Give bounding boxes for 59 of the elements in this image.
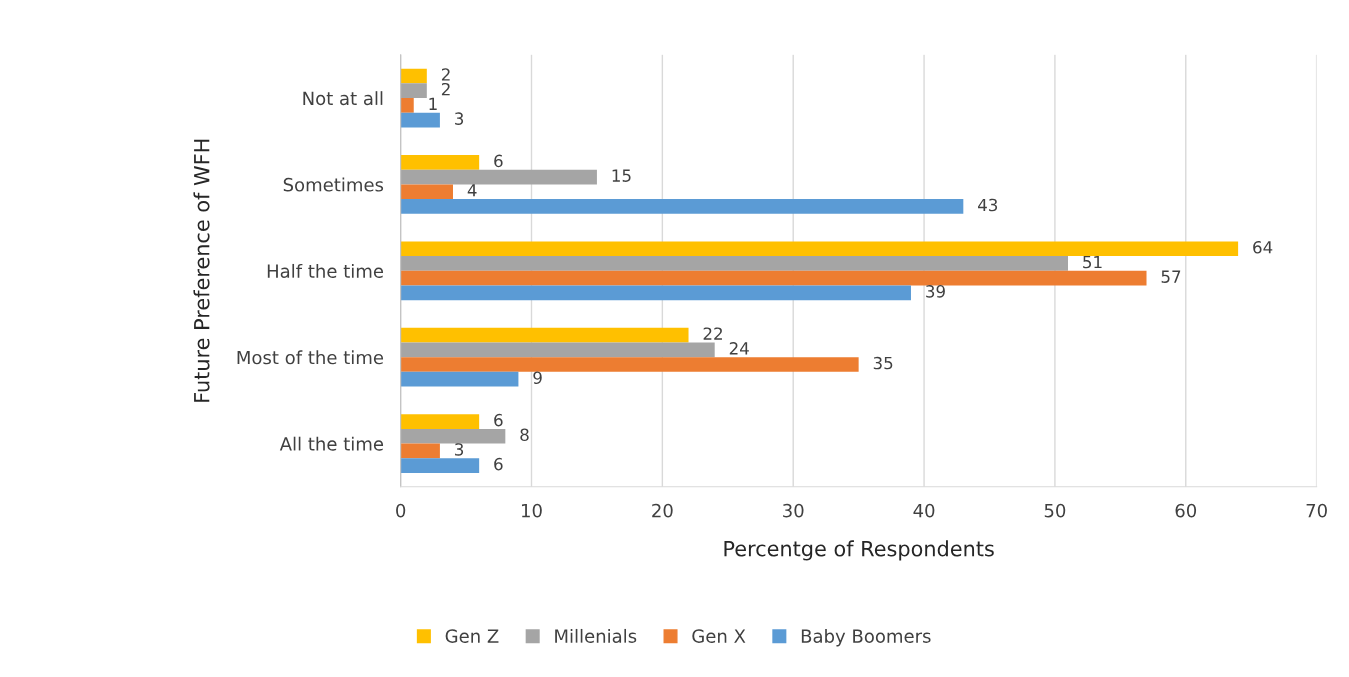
bar — [400, 342, 715, 358]
bar — [400, 327, 689, 343]
bar — [400, 256, 1068, 271]
data-label: 64 — [1253, 241, 1273, 254]
bar — [400, 270, 1147, 286]
data-label: 51 — [1083, 255, 1102, 269]
data-label: 6 — [494, 413, 503, 427]
data-label: 4 — [467, 184, 477, 197]
x-tick-label: 30 — [783, 503, 804, 518]
bar — [400, 371, 519, 387]
data-label: 2 — [441, 68, 450, 81]
bar — [400, 184, 453, 200]
x-axis-title: Percentge of Respondents — [724, 540, 994, 561]
y-tick-label: Half the time — [267, 263, 384, 278]
data-label: 6 — [494, 154, 503, 168]
x-tick-label: 70 — [1306, 503, 1327, 518]
y-tick-label: Sometimes — [283, 177, 384, 192]
x-tick-label: 0 — [396, 503, 406, 518]
x-tick-label: 20 — [652, 503, 673, 518]
data-label: 57 — [1161, 270, 1181, 283]
bar — [400, 68, 427, 84]
bar — [400, 285, 911, 301]
bar — [400, 241, 1239, 257]
bar — [400, 112, 440, 128]
bar — [400, 443, 440, 459]
y-tick-label: Most of the time — [237, 350, 384, 365]
data-label: 6 — [494, 457, 503, 471]
y-axis-title: Future Preference of WFH — [193, 139, 210, 402]
bar — [400, 98, 414, 113]
x-tick-label: 10 — [522, 503, 542, 518]
data-label: 2 — [441, 82, 450, 96]
bar — [400, 428, 506, 444]
data-label: 8 — [520, 428, 529, 442]
bar — [400, 155, 480, 170]
data-label: 22 — [703, 327, 722, 340]
bar — [400, 83, 427, 99]
legend-label: Gen X — [692, 629, 746, 643]
bar — [400, 199, 964, 214]
data-label: 1 — [429, 97, 437, 110]
data-label: 3 — [455, 112, 464, 125]
data-label: 15 — [612, 169, 631, 182]
data-label: 24 — [729, 342, 749, 355]
legend-label: Gen Z — [445, 629, 499, 643]
bar — [400, 414, 480, 429]
data-label: 35 — [873, 356, 893, 370]
data-label: 3 — [455, 443, 464, 456]
data-label: 9 — [533, 371, 542, 385]
legend-label: Millenials — [555, 628, 637, 643]
bar — [400, 169, 597, 185]
legend-label: Baby Boomers — [801, 628, 931, 647]
bar — [400, 357, 859, 372]
y-tick-label: Not at all — [303, 91, 383, 106]
bar — [400, 458, 480, 473]
x-tick-label: 40 — [913, 503, 935, 518]
x-tick-label: 60 — [1175, 503, 1197, 518]
y-tick-label: All the time — [279, 436, 384, 451]
x-tick-label: 50 — [1044, 503, 1066, 518]
data-label: 39 — [926, 285, 945, 298]
data-label: 43 — [978, 198, 998, 212]
